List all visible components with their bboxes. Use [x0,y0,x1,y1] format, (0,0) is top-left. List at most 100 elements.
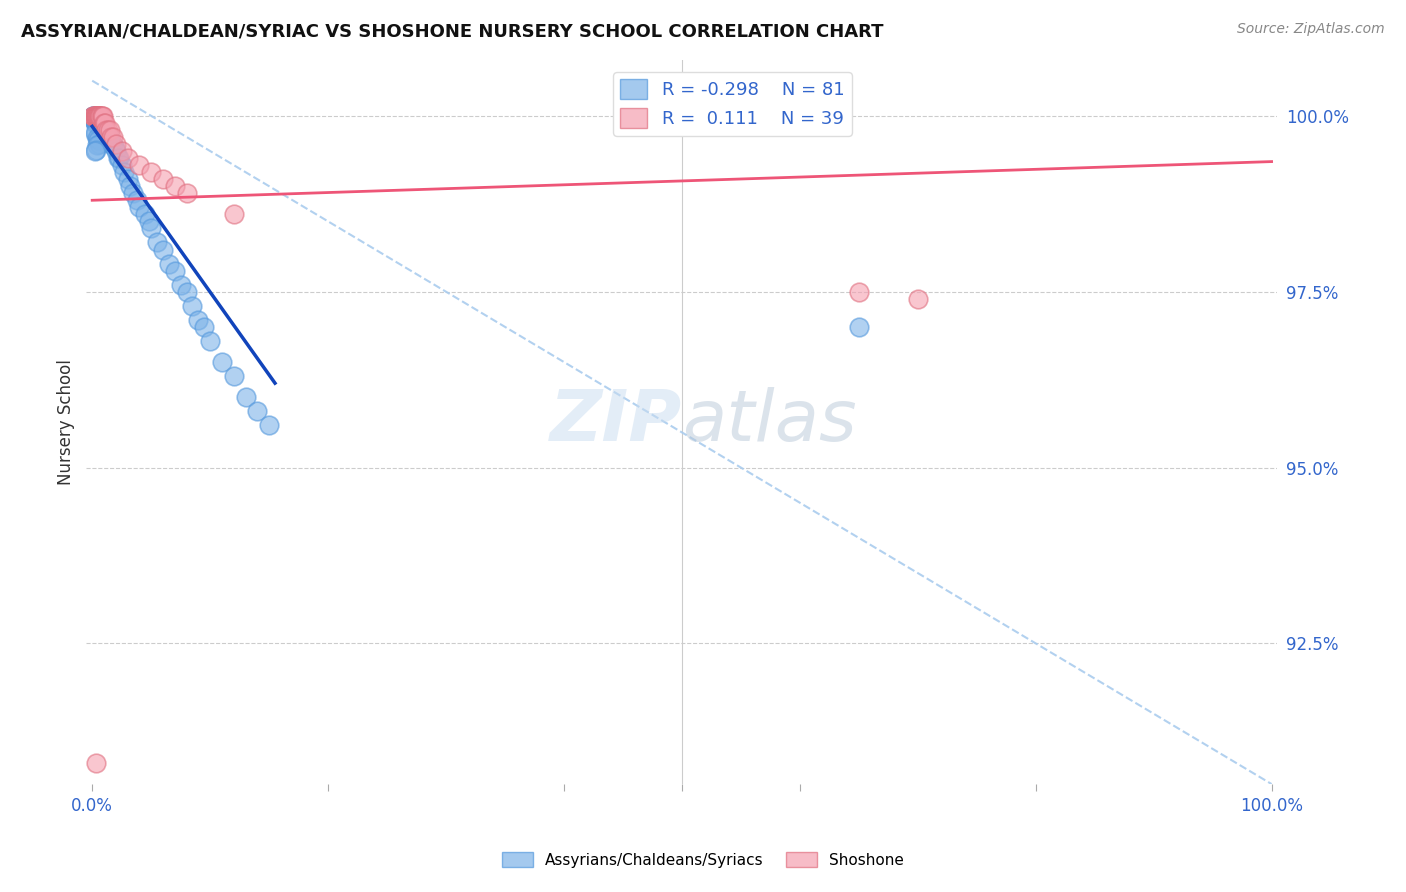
Point [86,113,108,128]
Point [83,110,105,124]
Point [163,263,186,277]
Point [907,292,929,306]
Point [91,109,114,123]
Point [98,123,121,137]
Point [134,207,156,221]
Point [90,123,112,137]
Point [89,117,111,131]
Point [90,117,112,131]
Point [89,109,111,123]
Point [82,109,104,123]
Point [83,109,105,123]
Point [84,756,107,770]
Point [128,158,150,172]
Point [86,138,108,153]
Point [111,144,134,158]
Point [87,109,110,123]
Point [87,117,110,131]
Point [107,151,129,165]
Point [87,113,110,128]
Point [146,235,169,250]
Point [848,285,870,299]
Legend: R = -0.298    N = 81, R =  0.111    N = 39: R = -0.298 N = 81, R = 0.111 N = 39 [613,72,852,136]
Point [82,112,104,127]
Point [169,277,191,292]
Text: Source: ZipAtlas.com: Source: ZipAtlas.com [1237,22,1385,37]
Point [93,116,115,130]
Point [193,319,215,334]
Point [84,109,107,123]
Point [86,116,108,130]
Text: atlas: atlas [682,387,856,457]
Point [128,200,150,214]
Point [122,186,145,201]
Point [87,116,110,130]
Point [157,256,180,270]
Point [89,118,111,132]
Point [97,130,120,145]
Point [83,112,105,127]
Point [84,112,107,127]
Point [89,114,111,128]
Point [89,120,111,134]
Point [187,313,209,327]
Point [118,179,141,194]
Point [141,165,163,179]
Point [101,136,124,151]
Point [87,133,110,147]
Y-axis label: Nursery School: Nursery School [58,359,75,484]
Point [90,109,112,123]
Point [83,144,105,158]
Point [91,123,114,137]
Point [163,179,186,194]
Point [848,319,870,334]
Point [141,221,163,235]
Point [235,390,257,404]
Point [94,127,117,141]
Point [104,140,127,154]
Point [84,110,107,124]
Point [104,144,127,158]
Point [117,151,139,165]
Point [82,109,104,123]
Text: ASSYRIAN/CHALDEAN/SYRIAC VS SHOSHONE NURSERY SCHOOL CORRELATION CHART: ASSYRIAN/CHALDEAN/SYRIAC VS SHOSHONE NUR… [21,22,883,40]
Point [86,109,108,123]
Point [94,116,117,130]
Point [125,194,148,208]
Point [176,186,198,201]
Point [86,112,108,126]
Point [83,114,105,128]
Point [83,127,105,141]
Point [84,127,107,141]
Point [90,109,112,123]
Point [222,369,245,384]
Point [198,334,221,348]
Point [89,116,111,130]
Point [84,116,107,130]
Point [152,172,174,186]
Point [211,355,233,369]
Point [117,172,139,186]
Point [257,418,280,433]
Point [96,127,118,141]
Point [89,116,111,130]
Point [89,136,111,151]
Point [84,109,107,123]
Point [104,136,127,151]
Point [103,138,125,153]
Point [82,109,104,123]
Point [246,404,269,418]
Point [83,109,105,123]
Point [181,299,204,313]
Text: ZIP: ZIP [550,387,682,457]
Point [112,165,135,179]
Point [96,123,118,137]
Point [96,130,118,145]
Point [87,109,110,123]
Point [222,207,245,221]
Point [86,109,108,123]
Point [89,109,111,123]
Point [176,285,198,299]
Legend: Assyrians/Chaldeans/Syriacs, Shoshone: Assyrians/Chaldeans/Syriacs, Shoshone [496,846,910,873]
Point [108,151,131,165]
